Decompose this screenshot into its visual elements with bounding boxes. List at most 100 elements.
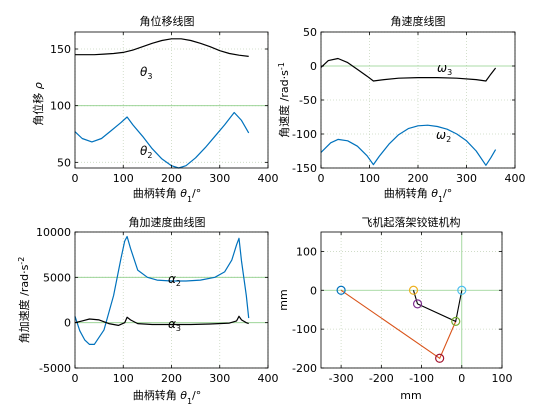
x-axis-label-sub: 1 [187, 195, 192, 204]
series-line-α3 [74, 315, 249, 326]
x-axis-label-symbol: θ [431, 187, 438, 200]
x-axis-label-symbol: θ [180, 389, 187, 402]
x-axis-label-sub: 1 [438, 195, 443, 204]
series-label-alpha3: α3 [168, 317, 181, 333]
chart-angular-velocity: 0 100 200 300 400 -150 -100 -50 0 50 角速度线图 曲柄转角 θ… [277, 14, 526, 204]
joint-marker [435, 353, 445, 363]
axes-frame: 0 100 200 300 400 50 100 150 [50, 31, 279, 185]
y-tick-label: 0 [310, 284, 317, 297]
x-tick-label: 300 [209, 372, 230, 385]
series-line-θ2 [74, 111, 250, 169]
x-tick-label: 300 [456, 172, 477, 185]
x-axis-label-symbol: θ [180, 187, 187, 200]
y-tick-label: 150 [50, 43, 71, 56]
series-line-θ3 [75, 38, 249, 57]
x-tick-label: 200 [408, 172, 429, 185]
series-line-ω3 [320, 57, 497, 82]
joint-marker [336, 285, 346, 295]
y-tick-label: 50 [303, 26, 317, 39]
axes-frame: -300 -200 -100 0 100 -200 -100 0 100 [292, 231, 513, 385]
axes-box [74, 31, 269, 169]
link-line [412, 290, 419, 305]
x-tick-label: 300 [209, 172, 230, 185]
axes-box [320, 231, 503, 369]
y-axis-label-exp: -1 [277, 62, 286, 70]
series-label-alpha2: α2 [168, 272, 181, 288]
y-tick-label: -100 [292, 323, 317, 336]
chart-title: 飞机起落架铰链机构 [362, 215, 461, 229]
series-line-α2 [74, 235, 250, 345]
x-tick-label: 0 [72, 172, 79, 185]
x-tick-label: 400 [505, 172, 526, 185]
grid [74, 32, 269, 168]
chart-landing-gear-linkage: -300 -200 -100 0 100 -200 -100 0 100 飞机起落架铰链机构 m… [277, 215, 513, 402]
y-tick-label: -150 [292, 162, 317, 175]
series-label-omega3: ω3 [437, 61, 452, 77]
x-axis-label: 曲柄转角 θ1/° [133, 388, 202, 406]
x-tick-label: 0 [318, 172, 325, 185]
y-tick-label: 0 [64, 317, 71, 330]
x-axis-label-unit: /° [192, 187, 201, 200]
plot-data [320, 57, 497, 166]
y-axis-label: mm [277, 289, 290, 310]
joint-marker [457, 285, 467, 295]
x-axis-label: 曲柄转角 θ1/° [133, 186, 202, 204]
x-axis-label-text: 曲柄转角 [133, 388, 181, 402]
x-tick-label: 400 [258, 372, 279, 385]
chart-title: 角加速度曲线图 [129, 215, 206, 229]
y-tick-label: 5000 [43, 271, 71, 284]
y-tick-label: -200 [292, 362, 317, 375]
y-axis-label-text: 角位移 [31, 89, 45, 126]
x-tick-label: 0 [458, 372, 465, 385]
series-line-ω2 [320, 124, 497, 166]
plot-data [336, 285, 467, 363]
x-tick-label: -200 [369, 372, 394, 385]
chart-angular-displacement: 0 100 200 300 400 50 100 150 角位移线图 曲柄转角 θ1/° 角位… [31, 14, 279, 204]
x-axis-label: mm [400, 389, 421, 402]
x-axis-label-unit: /° [443, 187, 452, 200]
y-tick-label: 10000 [36, 226, 71, 239]
chart-title: 角位移线图 [140, 14, 195, 28]
grid [320, 31, 516, 169]
axes-box [74, 231, 269, 369]
x-tick-label: 200 [161, 172, 182, 185]
x-axis-label-unit: /° [192, 389, 201, 402]
series-label-omega2: ω2 [436, 128, 451, 144]
y-axis-label: 角加速度 /rad·s-2 [17, 257, 32, 344]
plot-data [74, 235, 250, 345]
grid [321, 232, 503, 369]
x-tick-label: 0 [72, 372, 79, 385]
grid [74, 231, 269, 369]
x-axis-label-text: 曲柄转角 [133, 186, 181, 200]
x-tick-label: -100 [409, 372, 434, 385]
x-axis-label: 曲柄转角 θ1/° [384, 186, 453, 204]
y-axis-label: 角位移 ρ [31, 82, 45, 126]
y-axis-label-text: 角加速度 /rad·s [17, 264, 31, 343]
plot-data [74, 38, 250, 169]
axes-frame: 0 100 200 300 400 -150 -100 -50 0 50 [292, 26, 525, 185]
x-tick-label: 200 [161, 372, 182, 385]
x-tick-label: 100 [113, 372, 134, 385]
x-tick-label: 400 [258, 172, 279, 185]
series-label-theta2: θ2 [140, 144, 152, 160]
link-line [340, 289, 457, 360]
x-axis-label-sub: 1 [187, 397, 192, 406]
series-label-theta3: θ3 [140, 65, 152, 81]
y-axis-label: 角速度 /rad·s-1 [277, 62, 292, 138]
y-tick-label: 50 [57, 156, 71, 169]
x-tick-label: -300 [329, 372, 354, 385]
joint-marker [408, 285, 419, 295]
chart-title: 角速度线图 [391, 14, 446, 28]
x-tick-label: 100 [113, 172, 134, 185]
y-tick-label: -5000 [39, 362, 71, 375]
y-tick-label: 100 [296, 245, 317, 258]
y-tick-label: -100 [292, 128, 317, 141]
y-axis-label-symbol: ρ [32, 82, 45, 89]
y-tick-label: 100 [50, 100, 71, 113]
x-axis-label-text: 曲柄转角 [384, 186, 432, 200]
x-tick-label: 100 [359, 172, 380, 185]
joint-marker [412, 299, 423, 309]
